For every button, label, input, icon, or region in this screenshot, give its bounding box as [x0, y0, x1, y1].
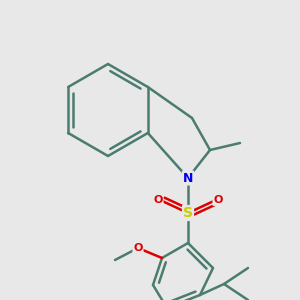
Text: O: O: [213, 195, 223, 205]
Text: S: S: [183, 206, 193, 220]
Text: O: O: [153, 195, 163, 205]
Text: N: N: [183, 172, 193, 184]
Text: O: O: [133, 243, 143, 253]
